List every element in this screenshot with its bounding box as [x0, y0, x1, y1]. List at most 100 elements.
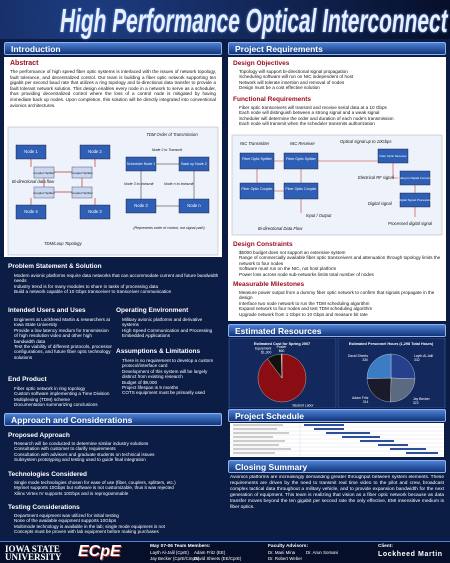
block-label: Fiber Optic Splitter	[242, 157, 273, 161]
heading: Design Constraints	[233, 241, 293, 248]
pie-slice	[366, 377, 392, 403]
heading: Technologies Considered	[8, 471, 87, 478]
node-label: Node 3	[88, 209, 102, 214]
heading: Testing Considerations	[8, 504, 80, 511]
section-bar: Project Requirements	[228, 42, 446, 55]
label: Electrical RF signal	[358, 175, 395, 180]
bullet: Consultation with advisors and graduate …	[14, 452, 220, 457]
bullet: Documentation summarizing conclusions	[14, 402, 112, 407]
label: Processed digital signal	[388, 221, 433, 226]
heading: Measurable Milestones	[233, 281, 305, 288]
heading: Operating Environment	[116, 307, 189, 314]
team-member: Jay Becker (CprE/CmpS)	[150, 556, 200, 561]
bullet: Fiber optic network in ring topology	[14, 386, 112, 391]
bullet: Single mode technologies chosen for ease…	[14, 480, 220, 485]
pie-slice	[281, 353, 283, 379]
bullet: Fiber optic transceivers will transmit a…	[239, 105, 441, 110]
label: NIC Receiver	[290, 141, 316, 146]
requirements-panel: Design Objectives Topology will support …	[228, 57, 446, 321]
bullet: Upgrade network from 1 Gbps to 10 Gbps a…	[239, 312, 441, 317]
node-label: Node 1	[24, 149, 38, 154]
diagram: Node 1 Node 2 Node 4 Node 3 Coupler/ Spl…	[7, 126, 219, 256]
advisor: Dr. Robert Weber	[268, 556, 303, 561]
bullet: COTS equipment must be primarily used	[122, 390, 220, 395]
bullet: Each node will distinguish between a str…	[239, 110, 441, 115]
bullet: Interface two node network to run the TD…	[239, 301, 441, 306]
slice-value: $1,300	[261, 351, 271, 355]
footer: IOWA STATE UNIVERSITY ECpE May 07-06 Tea…	[0, 541, 450, 563]
advisors-heading: Faculty Advisors:	[268, 544, 309, 549]
coupler-label: Coupler/ Splitter	[71, 171, 93, 175]
note: (Represents order of control, not signal…	[133, 226, 204, 230]
label: Bi-directional Data Flow	[258, 226, 303, 231]
bullet: Topology will support bi-directional sig…	[239, 69, 441, 74]
label: Digital signal	[368, 201, 393, 206]
paragraph: The performance of high speed fiber opti…	[10, 69, 216, 108]
bullet: Modern avionic platforms require data ne…	[14, 273, 220, 284]
bullet: None of the available equipment supports…	[14, 518, 220, 523]
gantt-task-lines	[233, 424, 291, 454]
bullet: Each node will transmit when the schedul…	[239, 121, 441, 126]
label: Input / Output	[306, 213, 332, 218]
header: High Performance Optical Interconnect	[0, 0, 450, 40]
bullet: Industry trend is for many modules to sh…	[14, 284, 220, 289]
bullet: Research will be conducted to determine …	[14, 441, 220, 446]
slice-label: David Sheets	[348, 354, 368, 358]
flow-label: Bi-directional data flow	[12, 179, 55, 184]
pie-slice	[390, 377, 416, 403]
pie-slice	[366, 353, 392, 379]
section-bar: Introduction	[4, 42, 222, 55]
block	[239, 152, 275, 170]
caption: TDM/Loop Topology	[44, 241, 82, 246]
diagram: Fiber Optic Splitter Fiber Optic Splitte…	[231, 134, 443, 236]
bullet-list: Topology will support bi-directional sig…	[233, 69, 441, 93]
bullet: Department equipment was utilized for in…	[14, 513, 220, 518]
bullet-list: $5000 budget does not support an extensi…	[233, 250, 441, 279]
pie-charts: Estimated Cost for Spring 2007 Student La…	[228, 338, 446, 408]
bullet: High Speed Communication and Processing …	[122, 328, 220, 339]
slice-value: 314	[363, 400, 369, 404]
university-logo: IOWA STATE UNIVERSITY	[5, 544, 62, 562]
slice-value: 330	[362, 358, 368, 362]
tdm: TDM Order of Transmission Scheduler Node…	[124, 132, 210, 230]
bullet: Network will tolerate insertion and remo…	[239, 80, 441, 85]
team-member: Layth Al-Jalil (CprE)	[150, 550, 189, 555]
block-label: Fiber Optic Coupler	[241, 187, 273, 191]
bullet: Engineers at Lockheed Martin & researche…	[14, 317, 112, 328]
block-label: Digital Signal Processing	[398, 198, 432, 202]
node-label: Node 3	[134, 203, 148, 208]
bullet: Custom software implementing a Time Divi…	[14, 391, 112, 402]
bullet-list: There is no requirement to develop a cus…	[116, 358, 220, 410]
bullet: Build a network capable of 10 Gbps trans…	[14, 289, 220, 294]
slice-label: Adam Fritz	[352, 396, 369, 400]
fiber	[30, 159, 96, 205]
label: NIC Transmitter	[240, 141, 270, 146]
bullet: There is no requirement to develop a cus…	[122, 358, 220, 369]
team-member: Adam Fritz (EE)	[194, 550, 226, 555]
team-heading: May 07-06 Team Members:	[150, 544, 211, 549]
pie-title: Estimated Personnel Hours (1,298 Total H…	[349, 342, 434, 346]
bullet-list: Fiber optic transceivers will transmit a…	[233, 105, 441, 129]
bullet: Measure power output from a dummy fiber …	[239, 290, 441, 301]
section-bar: Closing Summary	[228, 460, 446, 473]
section-bar: Project Schedule	[228, 409, 446, 422]
bullet-list: Engineers at Lockheed Martin & researche…	[8, 317, 112, 373]
slice-label: Student Labor	[292, 403, 314, 407]
bullet: Xilinx Virtex IV supports 10Gbps and is …	[14, 491, 220, 496]
block-label: Fiber Optic Receiver	[379, 154, 406, 158]
node-label: Node 2	[88, 149, 102, 154]
block-label: Fiber Optic Splitter	[286, 157, 317, 161]
section-bar: Estimated Resources	[228, 324, 446, 337]
bullet: Myrinet supports 10Gbps but software is …	[14, 485, 220, 490]
bullet: Test the viability of different protocol…	[14, 344, 112, 360]
bullet: Provide a low latency medium for transmi…	[14, 328, 112, 344]
abstract-panel: Abstract The performance of high speed f…	[4, 57, 222, 257]
heading: Design Objectives	[233, 60, 290, 67]
bullet: Project lifespan is 9 months	[122, 385, 220, 390]
bullet: Subsystem prototyping and testing used t…	[14, 457, 220, 462]
block	[283, 182, 319, 200]
node-label: Back up Node 2	[181, 162, 207, 166]
coupler-label: Coupler/ Splitter	[33, 191, 55, 195]
heading: Abstract	[10, 60, 39, 67]
pie-title: Estimated Cost for Spring 2007	[254, 342, 310, 346]
